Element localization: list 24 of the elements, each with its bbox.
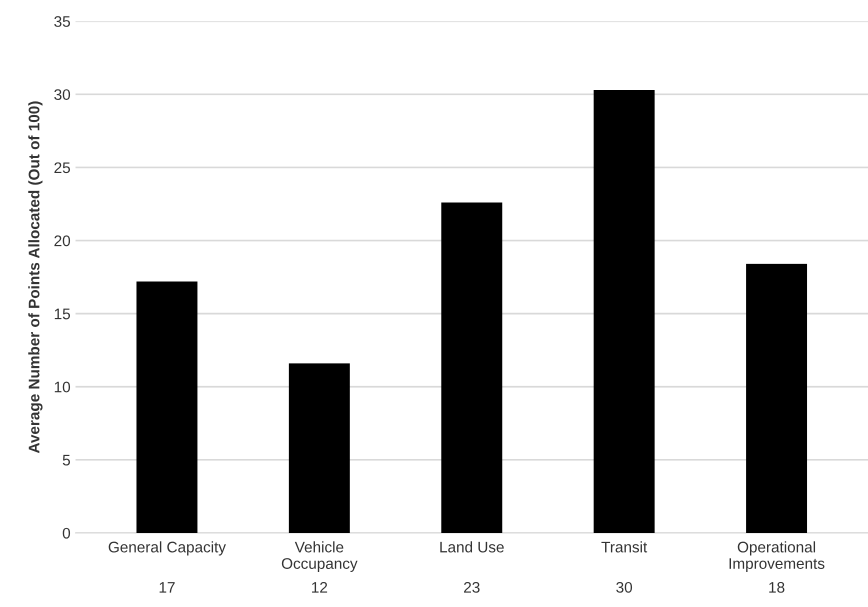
data-label: 12 bbox=[312, 582, 328, 593]
y-tick-label: 20 bbox=[54, 235, 70, 246]
data-label: 17 bbox=[160, 582, 175, 593]
y-tick-label: 30 bbox=[54, 89, 70, 100]
y-tick-label: 0 bbox=[62, 528, 70, 539]
x-tick-label: Land Use bbox=[440, 541, 504, 552]
bar bbox=[288, 363, 350, 533]
data-label: 18 bbox=[769, 582, 784, 593]
y-tick-label: 5 bbox=[62, 454, 70, 466]
bar bbox=[746, 264, 808, 533]
x-tick-label: Transit bbox=[601, 541, 648, 552]
x-tick-label: Operational Improvements bbox=[730, 541, 824, 572]
y-tick-label: 35 bbox=[54, 16, 70, 27]
bar bbox=[441, 202, 502, 533]
y-tick-label: 10 bbox=[54, 382, 70, 392]
data-label: 23 bbox=[464, 582, 480, 593]
y-tick-label: 25 bbox=[54, 162, 70, 174]
x-tick-label: Vehicle Occupancy bbox=[282, 541, 358, 572]
data-label: 30 bbox=[616, 582, 632, 593]
bar bbox=[594, 90, 655, 533]
bar bbox=[136, 281, 198, 533]
y-axis-title: Average Number of Points Allocated (Out of 100) bbox=[28, 101, 43, 454]
x-tick-label: General Capacity bbox=[108, 541, 226, 556]
y-tick-label: 15 bbox=[54, 308, 70, 320]
